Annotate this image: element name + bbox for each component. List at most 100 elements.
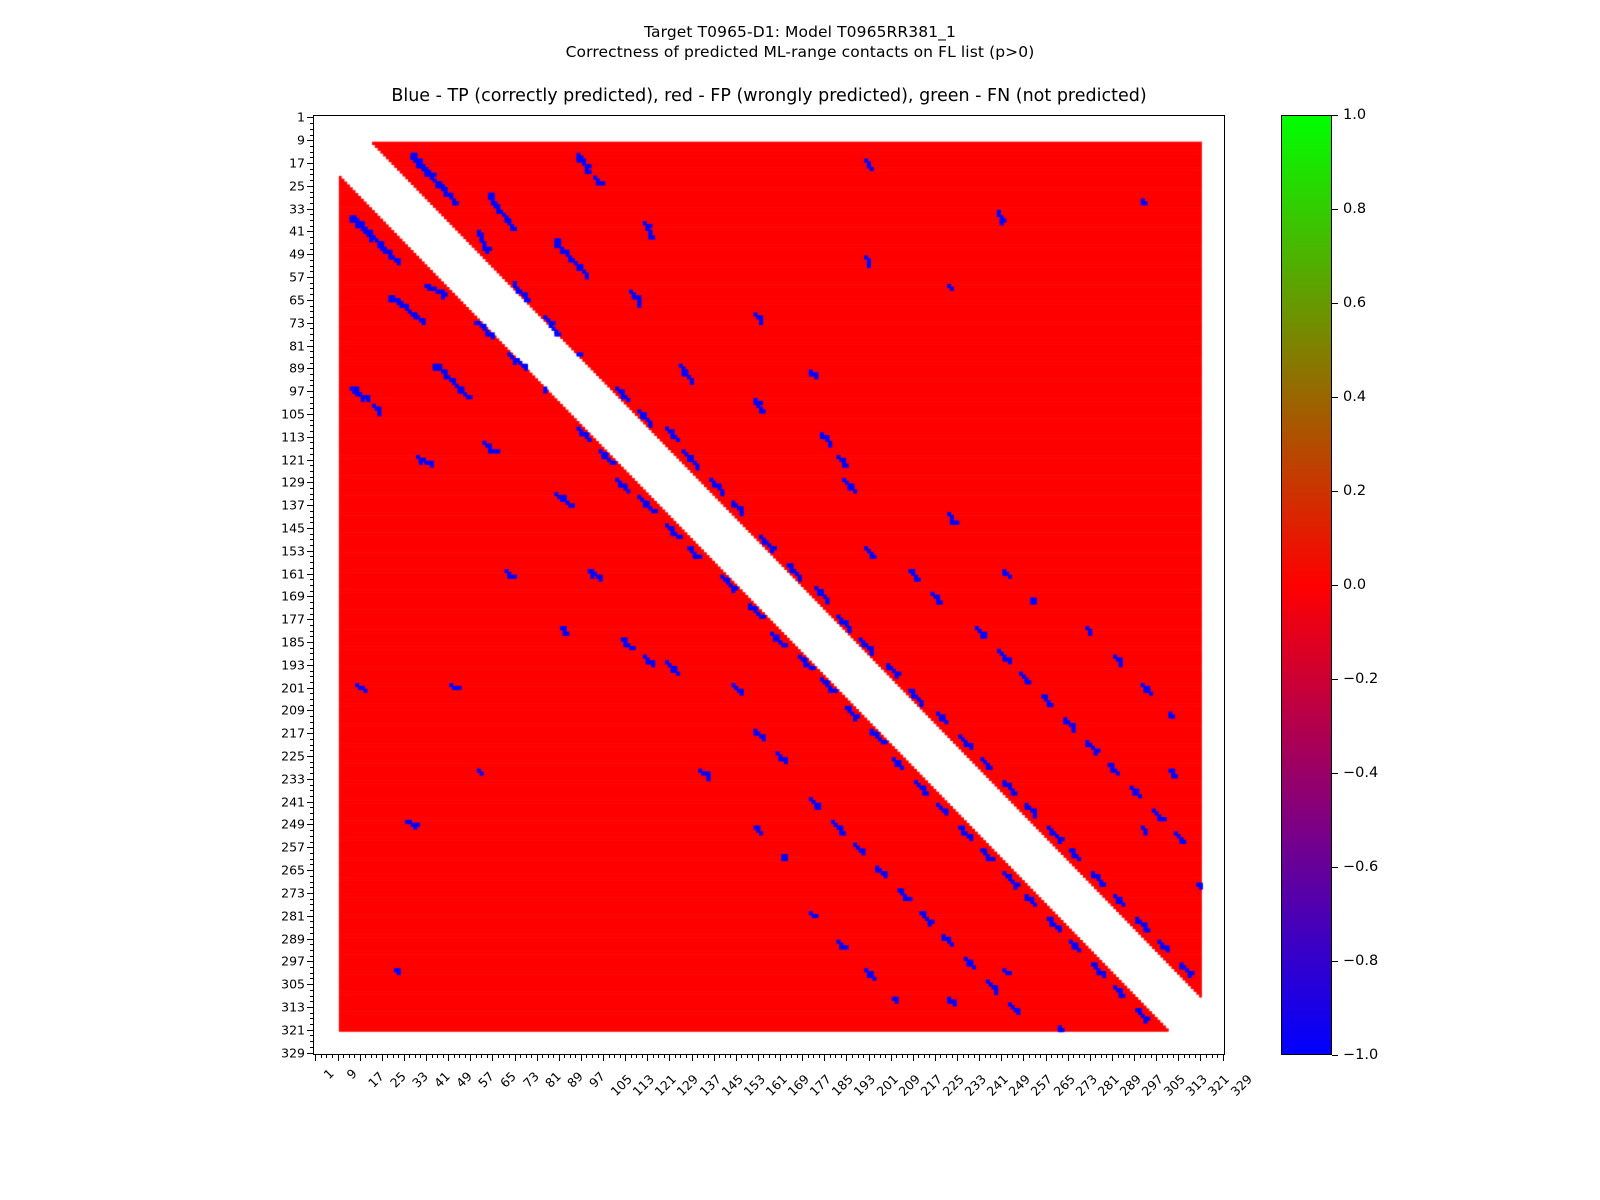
colorbar-tick-label: 0.4 [1343, 389, 1367, 405]
y-minor-tick [310, 248, 314, 250]
x-minor-tick [608, 1054, 610, 1058]
y-major-tick [307, 1029, 314, 1031]
contact-map-canvas[interactable] [314, 116, 1224, 1054]
x-major-tick [1178, 1054, 1180, 1061]
x-minor-tick [769, 1054, 770, 1058]
x-minor-tick [409, 1054, 411, 1058]
y-minor-tick [310, 716, 314, 718]
x-major-tick [846, 1054, 848, 1061]
y-minor-tick [310, 1012, 314, 1014]
y-minor-tick [310, 311, 314, 313]
x-minor-tick [791, 1054, 793, 1058]
colorbar-tick [1332, 397, 1338, 398]
x-tick-label: 321 [1205, 1071, 1233, 1099]
y-minor-tick [310, 510, 314, 512]
colorbar-tick-label: −0.2 [1343, 671, 1379, 687]
x-major-tick [1089, 1054, 1091, 1061]
x-minor-tick [486, 1054, 488, 1058]
x-minor-tick [835, 1054, 837, 1058]
x-minor-tick [874, 1054, 876, 1058]
x-minor-tick [1128, 1054, 1130, 1058]
x-major-tick [558, 1054, 560, 1061]
y-minor-tick [310, 613, 314, 615]
y-minor-tick [310, 659, 314, 661]
x-minor-tick [918, 1054, 920, 1058]
y-minor-tick [310, 533, 314, 535]
y-minor-tick [310, 955, 314, 957]
y-minor-tick [310, 653, 314, 655]
colorbar[interactable]: 1.0 0.8 0.6 0.4 0.2 0.0 −0.2 −0.4 −0.6 −0.8 −1.0 [1281, 107, 1378, 1063]
x-minor-tick [680, 1054, 682, 1058]
x-minor-tick [923, 1054, 925, 1058]
x-tick-label: 265 [1050, 1071, 1078, 1099]
y-tick-label: 305 [281, 976, 305, 992]
x-minor-tick [896, 1054, 898, 1058]
x-minor-tick [453, 1054, 455, 1058]
y-major-tick [307, 254, 314, 256]
y-minor-tick [310, 259, 314, 261]
x-minor-tick [630, 1054, 632, 1058]
x-minor-tick [741, 1054, 743, 1058]
colorbar-tick-label: 0.0 [1343, 577, 1367, 593]
x-minor-tick [1106, 1054, 1108, 1058]
y-minor-tick [310, 214, 314, 216]
y-minor-tick [310, 647, 314, 649]
y-minor-tick [310, 288, 314, 290]
x-minor-tick [719, 1054, 721, 1058]
y-minor-tick [310, 864, 314, 866]
x-minor-tick [326, 1054, 328, 1058]
y-major-tick [307, 1006, 314, 1008]
y-minor-tick [310, 442, 314, 444]
y-tick-label: 161 [281, 566, 305, 582]
y-major-tick [307, 778, 314, 780]
x-major-tick [580, 1054, 582, 1061]
contact-map-axes[interactable]: 1 9 17 25 33 41 49 57 65 73 81 89 97 105 113 121 129 137 1… [281, 110, 1254, 1099]
y-minor-tick [310, 567, 314, 569]
x-tick-label: 65 [497, 1068, 520, 1091]
colorbar-tick-label: 0.8 [1343, 201, 1367, 217]
x-minor-tick [946, 1054, 948, 1058]
x-minor-tick [320, 1054, 322, 1058]
x-minor-tick [1145, 1054, 1147, 1058]
x-minor-tick [990, 1054, 992, 1058]
x-tick-label: 1 [320, 1065, 338, 1083]
x-major-tick [1222, 1054, 1224, 1061]
x-minor-tick [437, 1054, 439, 1058]
y-minor-tick [310, 1035, 314, 1037]
figure-title-line-1: Target T0965-D1: Model T0965RR381_1 [644, 23, 956, 41]
y-tick-label: 313 [281, 999, 305, 1015]
figure-title-line-2: Correctness of predicted ML-range contac… [565, 43, 1035, 62]
x-minor-tick [497, 1054, 499, 1058]
x-minor-tick [658, 1054, 660, 1058]
x-minor-tick [774, 1054, 776, 1058]
x-minor-tick [564, 1054, 566, 1058]
x-major-tick [625, 1054, 627, 1061]
x-tick-label: 33 [408, 1068, 431, 1091]
y-major-tick [307, 642, 314, 644]
x-minor-tick [1006, 1054, 1008, 1058]
x-minor-tick [376, 1054, 378, 1058]
y-minor-tick [310, 630, 314, 632]
x-major-tick [470, 1054, 472, 1061]
y-minor-tick [310, 761, 314, 763]
y-minor-tick [310, 470, 314, 472]
y-minor-tick [310, 476, 314, 478]
x-major-tick [957, 1054, 959, 1061]
x-minor-tick [1040, 1054, 1042, 1058]
y-major-tick [307, 413, 314, 415]
x-minor-tick [1139, 1054, 1141, 1058]
y-tick-label: 137 [281, 497, 305, 513]
x-minor-tick [1183, 1054, 1185, 1058]
x-minor-tick [636, 1054, 638, 1058]
x-major-tick [802, 1054, 804, 1061]
y-minor-tick [310, 305, 314, 307]
y-major-tick [307, 687, 314, 689]
x-major-tick [735, 1054, 737, 1061]
colorbar-tick [1332, 115, 1338, 116]
x-minor-tick [702, 1054, 704, 1058]
colorbar-tick [1332, 773, 1338, 774]
y-minor-tick [310, 562, 314, 564]
y-minor-tick [310, 898, 314, 900]
x-minor-tick [940, 1054, 942, 1058]
